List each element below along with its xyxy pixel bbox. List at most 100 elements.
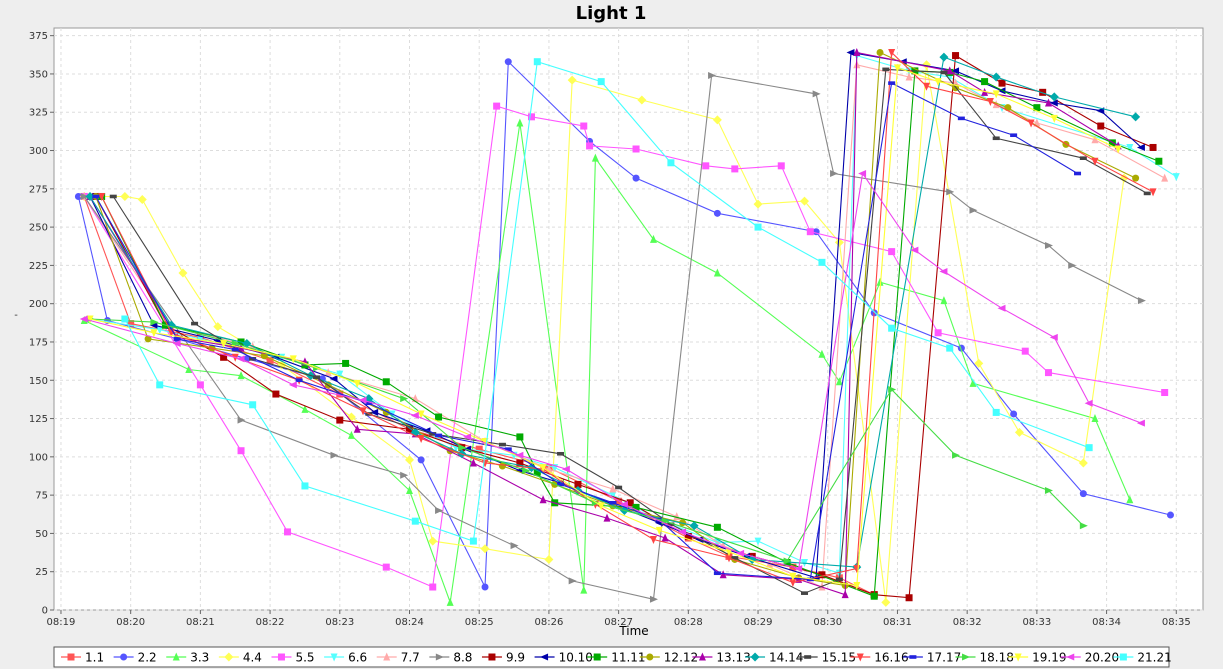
data-point [1114, 145, 1122, 154]
data-point [1044, 241, 1053, 249]
data-point [336, 370, 344, 379]
x-tick-label: 08:34 [1092, 617, 1121, 628]
data-point [794, 565, 803, 573]
data-point [1049, 333, 1058, 341]
legend-label: 19.19 [1032, 651, 1066, 665]
data-point [853, 48, 861, 57]
data-point [580, 122, 588, 130]
data-point [783, 557, 792, 565]
data-point [615, 485, 623, 490]
data-point [940, 296, 948, 305]
data-point [1126, 143, 1134, 152]
x-axis-label: Time [618, 624, 648, 638]
legend-marker [804, 655, 812, 659]
legend-item: 15.15 [797, 651, 856, 665]
data-point [150, 318, 159, 326]
data-point [997, 304, 1006, 312]
data-point [1149, 143, 1157, 151]
data-point [1097, 122, 1105, 130]
data-point [144, 335, 152, 343]
data-point [231, 347, 239, 352]
data-point [330, 451, 339, 459]
data-point [818, 571, 826, 579]
data-point [1131, 112, 1141, 122]
data-point [98, 192, 106, 201]
data-point [603, 513, 611, 522]
data-point [888, 81, 896, 85]
legend-marker [1119, 653, 1127, 661]
y-tick-label: 25 [35, 567, 48, 578]
data-point [382, 378, 390, 386]
data-point [429, 583, 437, 591]
data-point [544, 554, 554, 564]
data-point [370, 408, 379, 416]
data-point [213, 322, 223, 332]
data-point [841, 590, 849, 599]
legend-label: 16.16 [874, 651, 908, 665]
x-tick-label: 08:19 [47, 617, 76, 628]
y-tick-label: 325 [29, 108, 48, 119]
data-point [725, 554, 733, 563]
legend-item: 21.21 [1113, 651, 1172, 665]
data-point [237, 447, 245, 455]
data-point [632, 174, 640, 182]
data-point [289, 355, 297, 364]
data-point [220, 340, 228, 349]
data-point [1126, 495, 1134, 504]
data-point [446, 597, 454, 606]
legend-label: 20.20 [1085, 651, 1119, 665]
legend-marker [435, 653, 444, 661]
data-point [946, 66, 954, 75]
data-point [1079, 490, 1087, 498]
data-point [557, 451, 565, 456]
data-point [288, 381, 297, 389]
data-point [609, 500, 617, 505]
legend-label: 5.5 [295, 651, 314, 665]
legend-item: 10.10 [534, 651, 593, 665]
data-point [463, 433, 472, 441]
data-point [80, 192, 89, 200]
data-point [905, 594, 913, 602]
data-point [922, 82, 930, 91]
data-point [637, 95, 647, 105]
data-point [516, 433, 524, 441]
data-point [475, 445, 483, 453]
data-point [1161, 173, 1169, 182]
y-tick-label: 250 [29, 223, 48, 234]
data-point [79, 315, 88, 323]
data-point [301, 482, 309, 490]
x-tick-label: 08:27 [604, 617, 633, 628]
x-tick-label: 08:23 [325, 617, 354, 628]
data-point [149, 321, 158, 329]
data-point [191, 321, 199, 326]
data-point [156, 326, 164, 335]
data-point [353, 379, 361, 388]
x-tick-label: 08:21 [186, 617, 215, 628]
series-8.8 [80, 71, 1146, 603]
data-point [1039, 88, 1047, 96]
data-point [580, 585, 588, 594]
data-point [731, 165, 739, 173]
legend-marker [909, 655, 917, 659]
data-point [649, 595, 658, 603]
data-point [574, 480, 582, 488]
data-point [1136, 419, 1145, 427]
y-tick-label: 350 [29, 69, 48, 80]
x-tick-label: 08:33 [1022, 617, 1051, 628]
data-point [1044, 98, 1052, 107]
data-point [1049, 92, 1059, 102]
legend-label: 12.12 [664, 651, 698, 665]
data-point [846, 49, 855, 57]
data-point [1049, 99, 1058, 107]
data-point [127, 320, 135, 328]
legend-marker [383, 652, 391, 661]
data-point [586, 142, 594, 150]
data-point [951, 67, 960, 75]
data-point [946, 188, 955, 196]
legend-label: 15.15 [822, 651, 856, 665]
series-line [89, 318, 1084, 562]
legend-marker [698, 652, 706, 661]
data-point [1044, 369, 1052, 377]
data-point [992, 408, 1000, 416]
legend-item: 16.16 [850, 651, 909, 665]
